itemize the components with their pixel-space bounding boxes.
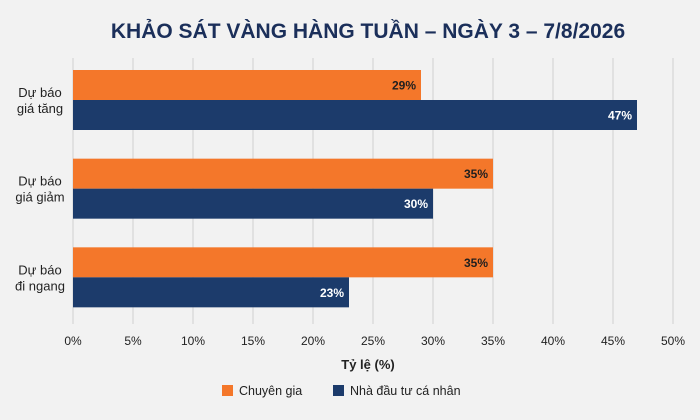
bar-value-label: 30% — [404, 197, 428, 211]
bar — [73, 100, 637, 130]
chart-title: KHẢO SÁT VÀNG HÀNG TUẦN – NGÀY 3 – 7/8/2… — [111, 20, 625, 43]
x-tick-label: 10% — [181, 334, 205, 348]
category-labels: Dự báo giá tăng Dự báo giá giảm Dự báo đi nga… — [15, 85, 65, 293]
bar — [73, 158, 493, 189]
x-tick-label: 30% — [421, 334, 445, 348]
legend-swatch — [222, 385, 233, 396]
bars: 29% 47% 35% 30% 35% 23% — [73, 70, 637, 308]
bar-value-label: 29% — [392, 79, 416, 93]
category-label: Dự báo đi ngang — [15, 262, 65, 293]
bar-value-label: 35% — [464, 167, 488, 181]
bar-value-label: 35% — [464, 256, 488, 270]
category-label: Dự báo giá tăng — [17, 85, 63, 116]
x-tick-label: 35% — [481, 334, 505, 348]
x-tick-label: 5% — [124, 334, 142, 348]
x-tick-label: 15% — [241, 334, 265, 348]
legend-swatch — [333, 385, 344, 396]
legend-label: Nhà đầu tư cá nhân — [350, 384, 461, 398]
x-tick-label: 40% — [541, 334, 565, 348]
legend: Chuyên gia Nhà đầu tư cá nhân — [222, 384, 461, 398]
category-label: Dự báo giá giảm — [15, 174, 64, 205]
x-tick-label: 20% — [301, 334, 325, 348]
bar-value-label: 23% — [320, 286, 344, 300]
x-tick-label: 0% — [64, 334, 82, 348]
x-axis-label: Tỷ lệ (%) — [341, 357, 394, 372]
legend-label: Chuyên gia — [239, 384, 302, 398]
bar — [73, 70, 421, 100]
bar — [73, 247, 493, 278]
bar — [73, 277, 349, 308]
x-tick-labels: 0% 5% 10% 15% 20% 25% 30% 35% 40% 45% 50% — [64, 334, 685, 348]
x-tick-label: 45% — [601, 334, 625, 348]
bar — [73, 188, 433, 219]
x-tick-label: 50% — [661, 334, 685, 348]
x-tick-label: 25% — [361, 334, 385, 348]
bar-value-label: 47% — [608, 109, 632, 123]
